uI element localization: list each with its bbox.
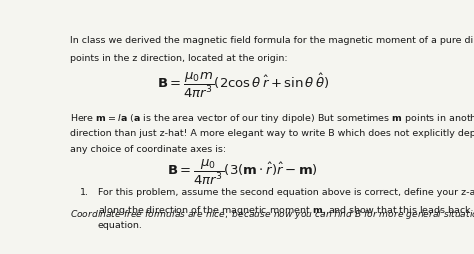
Text: direction than just z-hat! A more elegant way to write B which does not explicit: direction than just z-hat! A more elegan… xyxy=(70,128,474,137)
Text: points in the z direction, located at the origin:: points in the z direction, located at th… xyxy=(70,54,288,63)
Text: any choice of coordinate axes is:: any choice of coordinate axes is: xyxy=(70,145,227,154)
Text: In class we derived the magnetic field formula for the magnetic moment of a pure: In class we derived the magnetic field f… xyxy=(70,36,474,45)
Text: For this problem, assume the second equation above is correct, define your z-axi: For this problem, assume the second equa… xyxy=(98,187,474,196)
Text: 1.: 1. xyxy=(80,187,89,196)
Text: $\it{Coordinate\ free\ formulas\ are\ nice,\ because\ now\ you\ can\ find\ B\ fo: $\it{Coordinate\ free\ formulas\ are\ ni… xyxy=(70,207,474,220)
Text: Here $\mathbf{m} = I\mathbf{a}$ ($\mathbf{a}$ is the area vector of our tiny dip: Here $\mathbf{m} = I\mathbf{a}$ ($\mathb… xyxy=(70,112,474,125)
Text: $\mathbf{B} = \dfrac{\mu_0 m}{4\pi r^3}(2\cos\theta\,\hat{r} + \sin\theta\,\hat{: $\mathbf{B} = \dfrac{\mu_0 m}{4\pi r^3}(… xyxy=(157,71,329,100)
Text: equation.: equation. xyxy=(98,220,143,229)
Text: along the direction of the magnetic moment $\mathbf{m}$, and show that this lead: along the direction of the magnetic mome… xyxy=(98,203,474,216)
Text: $\mathbf{B} = \dfrac{\mu_0}{4\pi r^3}(3(\mathbf{m}\cdot\hat{r})\hat{r} - \mathbf: $\mathbf{B} = \dfrac{\mu_0}{4\pi r^3}(3(… xyxy=(167,157,319,186)
